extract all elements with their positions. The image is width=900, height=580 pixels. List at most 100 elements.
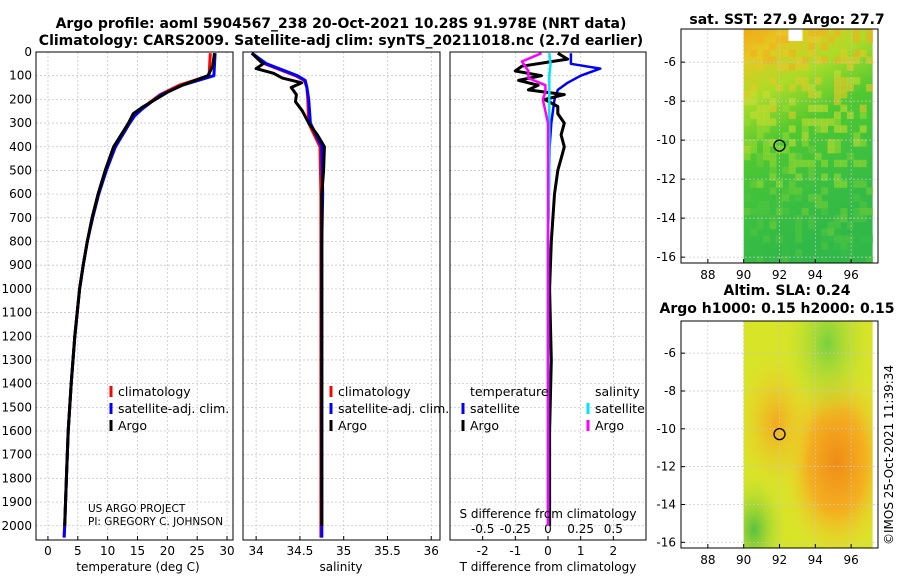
plot-frame [242, 51, 441, 541]
sst-cell [840, 56, 848, 64]
sst-cell [833, 173, 841, 181]
x-tick-label: -1 [509, 544, 521, 558]
sst-cell [782, 256, 790, 264]
sst-cell [821, 118, 828, 126]
sst-cell [750, 90, 758, 99]
sst-cell [808, 35, 816, 44]
sst-cell [808, 118, 816, 126]
sst-cell [795, 63, 803, 71]
credit-line1: US ARGO PROJECT [88, 503, 186, 515]
sst-cell [821, 228, 828, 236]
sst-cell [840, 214, 848, 223]
sst-cell [866, 84, 874, 92]
sst-cell [808, 173, 816, 181]
sst-cell [814, 118, 822, 126]
sst-cell [801, 63, 809, 71]
depth-tick-label: 100 [9, 69, 32, 83]
depth-tick-label: 400 [9, 140, 32, 154]
sst-cell [827, 228, 835, 236]
sst-cell [840, 125, 848, 133]
sst-cell [840, 84, 848, 92]
map-lon-label: 88 [700, 268, 715, 282]
sst-cell [801, 125, 809, 133]
s-diff-tick-label: 0.25 [567, 522, 594, 536]
salinity-legend: climatology satellite-adj. clim. Argo [329, 384, 449, 433]
map-lat-label: -10 [656, 422, 676, 436]
sst-cell [788, 166, 796, 175]
sst-cell [846, 221, 854, 230]
sst-cell [814, 125, 822, 133]
sst-cell [853, 132, 861, 140]
sst-cell [743, 97, 751, 106]
sst-cell [866, 56, 874, 64]
sst-cell [795, 187, 803, 195]
sst-cell [833, 228, 841, 236]
sst-cell [775, 29, 783, 37]
sst-cell [775, 201, 783, 209]
sst-cell [846, 242, 854, 250]
depth-tick-label: 200 [9, 92, 32, 106]
sst-cell [763, 104, 770, 113]
sst-cell [827, 118, 835, 126]
sst-cell [775, 35, 783, 44]
sst-cell [814, 90, 822, 99]
depth-tick-label: 900 [9, 258, 32, 272]
sst-cell [769, 77, 777, 85]
sst-cell [750, 139, 758, 147]
sst-cell [859, 235, 867, 243]
difference-legend: temperature salinity satellite Argo sate… [461, 384, 645, 433]
map-lat-label: -12 [656, 460, 676, 474]
depth-tick-label: 1700 [1, 448, 32, 462]
sst-cell [743, 207, 751, 216]
sst-cell [795, 173, 803, 181]
sst-cell [866, 35, 874, 44]
sst-cell [795, 221, 803, 230]
sst-cell [795, 194, 803, 202]
sst-cell [769, 214, 777, 223]
sst-cell [814, 77, 822, 85]
s-diff-tick-label: -0.25 [500, 522, 531, 536]
sst-cell [840, 242, 848, 250]
depth-tick-label: 1000 [1, 282, 32, 296]
map-lat-label: -8 [664, 384, 676, 398]
sst-cell [827, 221, 835, 230]
sst-cell [801, 159, 809, 168]
sst-cell [756, 132, 764, 140]
sst-cell [859, 104, 867, 113]
sst-cell [859, 49, 867, 58]
sst-cell [756, 152, 764, 161]
temperature-panel: 0 5 10 15 20 25 30 [35, 51, 235, 558]
sst-cell [814, 35, 822, 44]
sst-cell [788, 125, 796, 133]
credit-line2: PI: GREGORY C. JOHNSON [88, 516, 223, 528]
depth-tick-label: 1100 [1, 306, 32, 320]
sst-cell [833, 56, 841, 64]
sst-cell [853, 35, 861, 44]
sst-cell [782, 63, 790, 71]
sst-cell [795, 56, 803, 64]
sst-cell [743, 242, 751, 250]
sst-cell [821, 187, 828, 195]
sst-cell [859, 125, 867, 133]
sst-cell [859, 214, 867, 223]
sst-cell [814, 152, 822, 161]
sst-cell [756, 118, 764, 126]
sst-cell [846, 84, 854, 92]
sst-cell [801, 84, 809, 92]
sst-cell [840, 90, 848, 99]
map-lon-label: 96 [843, 268, 858, 282]
sst-cell [859, 111, 867, 119]
x-tick-label: 15 [130, 544, 145, 558]
sst-cell [808, 221, 816, 230]
legend-label-climatology: climatology [338, 384, 411, 399]
sst-cell [756, 180, 764, 188]
sst-cell [859, 180, 867, 188]
map-lon-label: 94 [808, 268, 823, 282]
sst-cell [866, 235, 874, 243]
sst-cell [782, 242, 790, 250]
sst-cell [782, 132, 790, 140]
sst-cell [853, 56, 861, 64]
sst-cell [782, 166, 790, 175]
map-lat-label: -14 [656, 211, 676, 225]
sst-cell [782, 187, 790, 195]
